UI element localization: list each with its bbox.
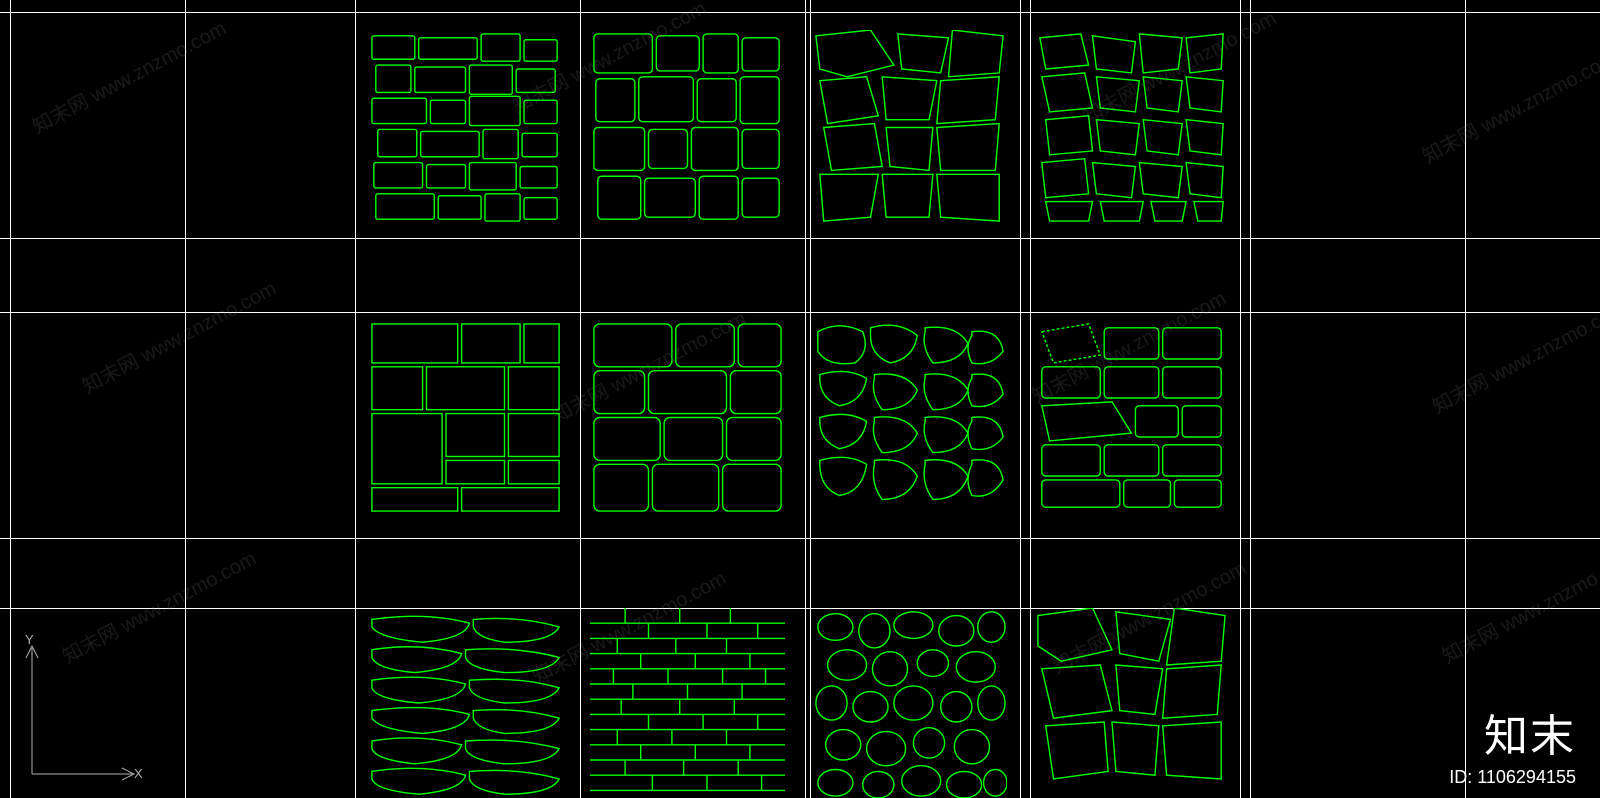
watermark-text: 知末网 www.znzmo.com bbox=[56, 542, 260, 669]
gridline-v bbox=[355, 0, 356, 798]
hatch-flagstone-slabs[interactable] bbox=[368, 608, 563, 798]
gridline-v bbox=[580, 0, 581, 798]
hatch-random-polygon[interactable] bbox=[812, 30, 1007, 225]
gridline-h bbox=[0, 312, 1600, 313]
ucs-x-label: X bbox=[134, 766, 142, 781]
hatch-irregular-blocks[interactable] bbox=[1034, 30, 1229, 225]
gridline-h bbox=[0, 538, 1600, 539]
gridline-v bbox=[1240, 0, 1241, 798]
gridline-h bbox=[0, 12, 1600, 13]
hatch-coarse-crazy-paving[interactable] bbox=[1034, 608, 1229, 798]
watermark-text: 知末网 www.znzmo.com bbox=[1436, 542, 1600, 669]
id-value: 1106294155 bbox=[1477, 767, 1576, 787]
gridline-v bbox=[1465, 0, 1466, 798]
gridline-h bbox=[0, 238, 1600, 239]
id-prefix: ID: bbox=[1449, 767, 1477, 787]
hatch-squared-rubble[interactable] bbox=[590, 30, 785, 225]
brand-logo: 知末 bbox=[1484, 700, 1576, 764]
hatch-fine-ashlar-strips[interactable] bbox=[590, 608, 785, 798]
gridline-v bbox=[810, 0, 811, 798]
hatch-coursed-rubble[interactable] bbox=[368, 30, 563, 225]
gridline-v bbox=[1030, 0, 1031, 798]
watermark-text: 知末网 www.znzmo.com bbox=[1416, 42, 1600, 169]
hatch-river-pebbles[interactable] bbox=[812, 608, 1007, 798]
gridline-v bbox=[10, 0, 11, 798]
hatch-cobble-polygon[interactable] bbox=[812, 320, 1007, 515]
gridline-v bbox=[1250, 0, 1251, 798]
hatch-ashlar-rounded[interactable] bbox=[590, 320, 785, 515]
id-label: ID: 1106294155 bbox=[1449, 767, 1576, 788]
gridline-v bbox=[1020, 0, 1021, 798]
ucs-y-label: Y bbox=[25, 634, 34, 647]
gridline-h bbox=[0, 608, 1600, 609]
watermark-text: 知末网 www.znzmo.com bbox=[26, 12, 230, 139]
cad-viewport[interactable]: Y X 知末 ID: 1106294155 知末网 www.znzmo.com 知… bbox=[0, 0, 1600, 798]
watermark-text: 知末网 www.znzmo.com bbox=[76, 272, 280, 399]
ucs-icon: Y X bbox=[22, 634, 142, 784]
hatch-ashlar-large[interactable] bbox=[368, 320, 563, 515]
gridline-v bbox=[805, 0, 806, 798]
hatch-mixed-dashed[interactable] bbox=[1034, 320, 1229, 515]
gridline-v bbox=[185, 0, 186, 798]
